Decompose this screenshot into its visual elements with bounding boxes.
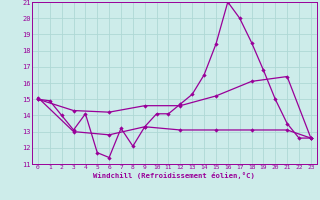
X-axis label: Windchill (Refroidissement éolien,°C): Windchill (Refroidissement éolien,°C) [93, 172, 255, 179]
